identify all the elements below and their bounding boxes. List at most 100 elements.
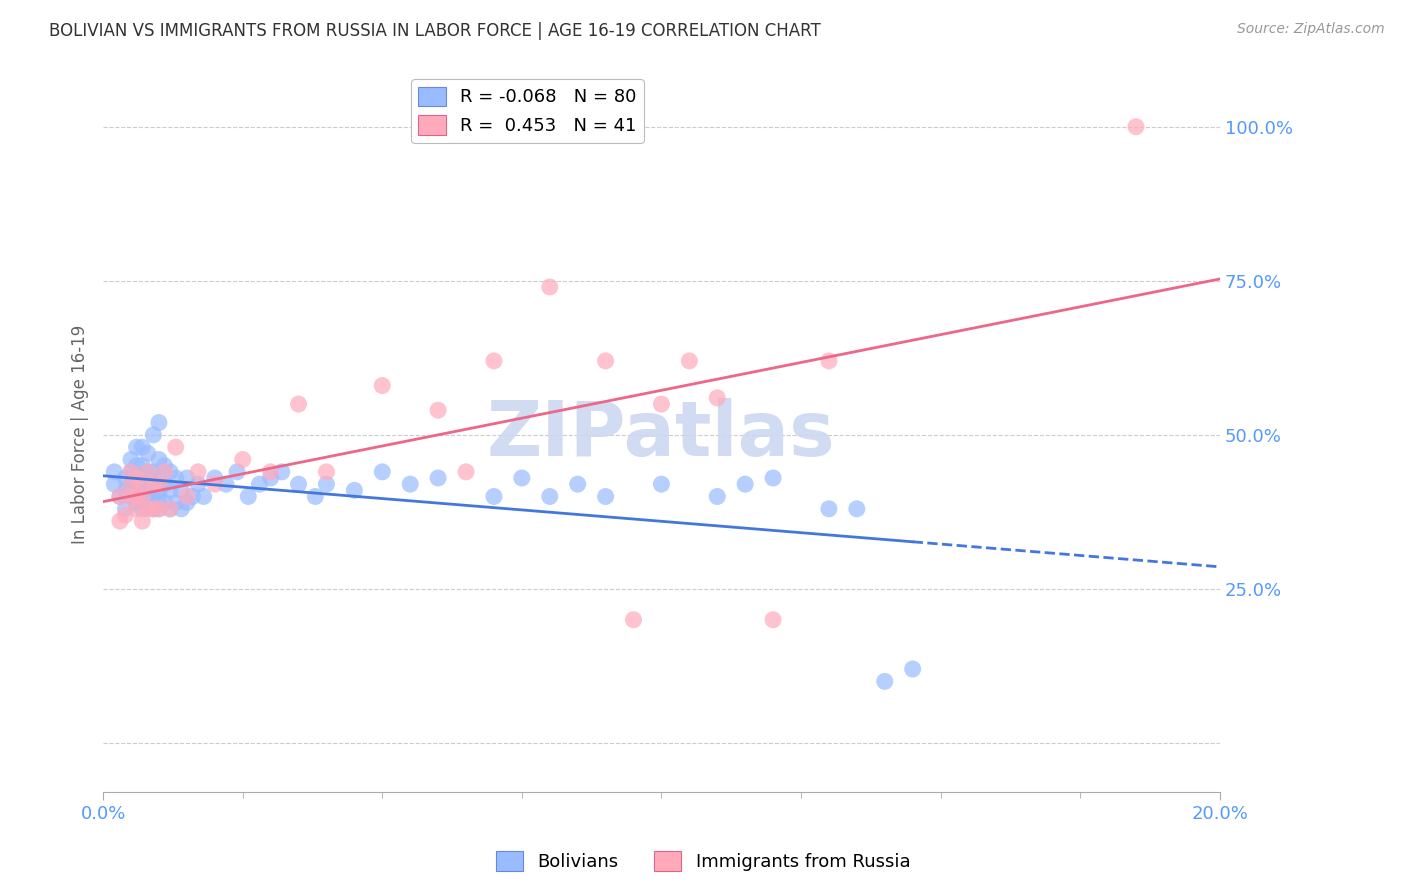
Point bbox=[270, 465, 292, 479]
Point bbox=[371, 378, 394, 392]
Point bbox=[187, 465, 209, 479]
Point bbox=[399, 477, 422, 491]
Point bbox=[287, 477, 309, 491]
Point bbox=[108, 490, 131, 504]
Point bbox=[510, 471, 533, 485]
Y-axis label: In Labor Force | Age 16-19: In Labor Force | Age 16-19 bbox=[72, 326, 89, 544]
Point bbox=[114, 508, 136, 522]
Point bbox=[120, 490, 142, 504]
Point bbox=[343, 483, 366, 498]
Point bbox=[595, 490, 617, 504]
Point bbox=[148, 490, 170, 504]
Point bbox=[170, 501, 193, 516]
Point bbox=[371, 465, 394, 479]
Point bbox=[131, 490, 153, 504]
Point bbox=[215, 477, 238, 491]
Point bbox=[176, 490, 198, 504]
Point bbox=[131, 471, 153, 485]
Point bbox=[148, 483, 170, 498]
Point bbox=[650, 477, 672, 491]
Point bbox=[131, 514, 153, 528]
Point bbox=[204, 477, 226, 491]
Point bbox=[226, 465, 249, 479]
Point bbox=[678, 354, 700, 368]
Point bbox=[125, 458, 148, 473]
Point bbox=[287, 397, 309, 411]
Point bbox=[148, 452, 170, 467]
Point bbox=[427, 403, 450, 417]
Point bbox=[131, 477, 153, 491]
Point bbox=[238, 490, 260, 504]
Point bbox=[148, 416, 170, 430]
Point bbox=[153, 477, 176, 491]
Legend: R = -0.068   N = 80, R =  0.453   N = 41: R = -0.068 N = 80, R = 0.453 N = 41 bbox=[412, 79, 644, 143]
Point bbox=[454, 465, 477, 479]
Point bbox=[120, 477, 142, 491]
Point bbox=[142, 465, 165, 479]
Point bbox=[153, 465, 176, 479]
Text: ZIPatlas: ZIPatlas bbox=[486, 398, 835, 472]
Point bbox=[125, 501, 148, 516]
Point bbox=[131, 483, 153, 498]
Point bbox=[148, 471, 170, 485]
Point bbox=[125, 490, 148, 504]
Point bbox=[159, 501, 181, 516]
Point bbox=[259, 471, 281, 485]
Point bbox=[153, 496, 176, 510]
Point bbox=[259, 465, 281, 479]
Legend: Bolivians, Immigrants from Russia: Bolivians, Immigrants from Russia bbox=[488, 844, 918, 879]
Point bbox=[142, 477, 165, 491]
Point bbox=[142, 501, 165, 516]
Point bbox=[108, 514, 131, 528]
Point bbox=[482, 354, 505, 368]
Point bbox=[136, 465, 159, 479]
Point bbox=[136, 496, 159, 510]
Point bbox=[120, 483, 142, 498]
Point bbox=[142, 428, 165, 442]
Point bbox=[148, 501, 170, 516]
Point bbox=[159, 483, 181, 498]
Point bbox=[136, 501, 159, 516]
Point bbox=[482, 490, 505, 504]
Point bbox=[136, 477, 159, 491]
Point bbox=[148, 501, 170, 516]
Point bbox=[142, 501, 165, 516]
Point bbox=[304, 490, 326, 504]
Text: Source: ZipAtlas.com: Source: ZipAtlas.com bbox=[1237, 22, 1385, 37]
Point bbox=[650, 397, 672, 411]
Point bbox=[136, 465, 159, 479]
Point bbox=[873, 674, 896, 689]
Point bbox=[249, 477, 271, 491]
Point bbox=[1125, 120, 1147, 134]
Point bbox=[114, 471, 136, 485]
Point bbox=[538, 280, 561, 294]
Point bbox=[315, 477, 337, 491]
Point bbox=[762, 613, 785, 627]
Point bbox=[125, 471, 148, 485]
Point bbox=[762, 471, 785, 485]
Point bbox=[315, 465, 337, 479]
Point bbox=[142, 477, 165, 491]
Point bbox=[108, 490, 131, 504]
Point bbox=[538, 490, 561, 504]
Point bbox=[120, 465, 142, 479]
Point bbox=[595, 354, 617, 368]
Text: BOLIVIAN VS IMMIGRANTS FROM RUSSIA IN LABOR FORCE | AGE 16-19 CORRELATION CHART: BOLIVIAN VS IMMIGRANTS FROM RUSSIA IN LA… bbox=[49, 22, 821, 40]
Point bbox=[103, 465, 125, 479]
Point bbox=[818, 354, 841, 368]
Point bbox=[131, 501, 153, 516]
Point bbox=[181, 490, 204, 504]
Point bbox=[148, 477, 170, 491]
Point bbox=[165, 471, 187, 485]
Point bbox=[623, 613, 645, 627]
Point bbox=[120, 452, 142, 467]
Point bbox=[131, 458, 153, 473]
Point bbox=[136, 446, 159, 460]
Point bbox=[176, 496, 198, 510]
Point bbox=[193, 490, 215, 504]
Point bbox=[818, 501, 841, 516]
Point bbox=[187, 477, 209, 491]
Point bbox=[120, 490, 142, 504]
Point bbox=[845, 501, 868, 516]
Point bbox=[734, 477, 756, 491]
